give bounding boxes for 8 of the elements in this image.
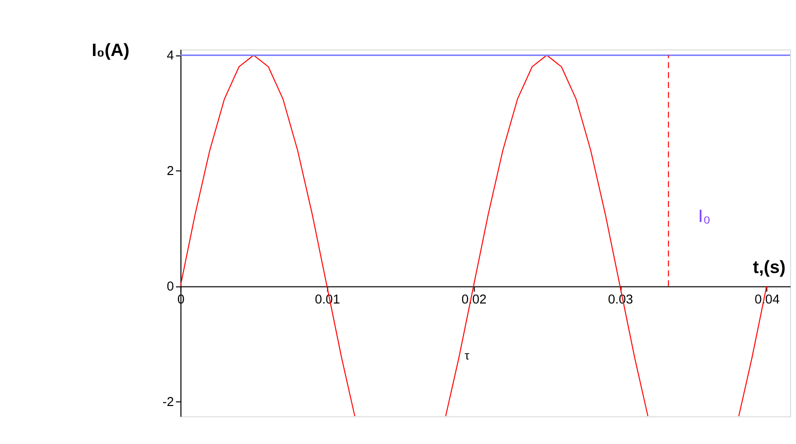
y-tick-label: -2 <box>162 394 174 410</box>
ref-line-label: I₀ <box>698 206 711 226</box>
y-tick-label: 0 <box>166 278 174 294</box>
x-axis-title: t,(s) <box>752 256 786 277</box>
annotation: τ <box>464 348 470 363</box>
y-tick-label: 4 <box>166 48 174 63</box>
y-tick-label: 2 <box>166 163 174 178</box>
y-axis-title: I₀(A) <box>92 40 130 60</box>
